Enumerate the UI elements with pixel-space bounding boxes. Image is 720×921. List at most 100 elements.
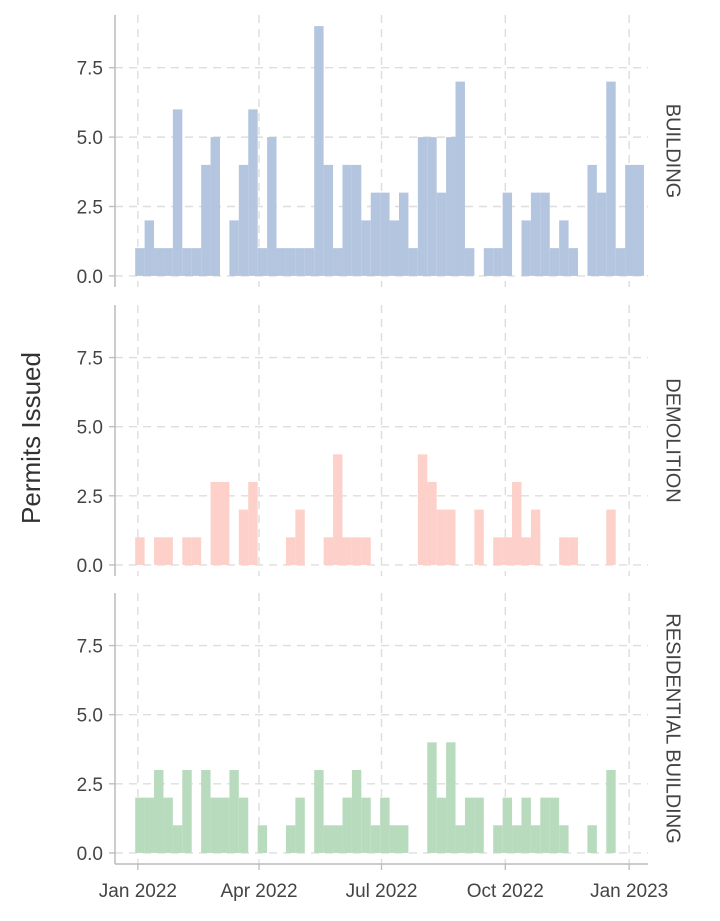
bar [210,797,220,853]
bar [342,164,352,276]
bar [361,797,371,853]
bar [464,797,475,853]
facet-demolition: 0.0 2.5 5.0 7.5 DEMOLITION [77,305,684,577]
bar [370,825,381,853]
bar [333,825,343,853]
bar [257,248,268,276]
bar [540,797,550,853]
y-tick-label: 7.5 [77,349,103,370]
bar [521,220,531,276]
bar [455,825,465,853]
facet-residential-building: 0.0 2.5 5.0 7.5 RESIDENTIAL BUILDING [77,593,684,865]
bar [219,797,230,853]
bar [427,481,437,565]
bar [191,248,202,276]
bar [295,797,305,853]
bar [201,164,211,276]
bar [615,248,626,276]
bar [144,797,155,853]
bar [295,509,305,565]
bar [304,248,315,276]
bar [276,248,286,276]
bar [163,248,173,276]
bar [436,192,447,276]
facet-strip-label: RESIDENTIAL BUILDING [662,613,684,843]
bar [333,454,343,565]
bar [587,164,597,276]
bar [483,248,494,276]
facet-strip-label: DEMOLITION [662,378,684,502]
bar [540,192,550,276]
bar [455,81,465,276]
bar [549,248,560,276]
x-tick-label: Jul 2022 [346,881,418,902]
bar [417,454,428,565]
x-tick-label: Apr 2022 [220,881,297,902]
bar [446,137,456,276]
bar [436,797,447,853]
bar [323,825,334,853]
bar [493,248,503,276]
bar [417,137,428,276]
bar [135,248,145,276]
bar [314,26,324,276]
bar [351,164,362,276]
bar [502,537,513,565]
y-tick-label: 0.0 [77,844,103,865]
bar [606,509,616,565]
bar [238,797,249,853]
bar [549,797,560,853]
bar [427,137,437,276]
facet-strip-label: BUILDING [662,104,684,198]
bar [474,797,484,853]
bar [606,769,616,853]
bar [314,769,324,853]
bar [172,109,183,276]
bar [380,192,390,276]
bar [248,109,258,276]
bar [182,537,192,565]
x-tick-label: Jan 2023 [590,881,668,902]
bar [559,825,569,853]
x-tick-label: Oct 2022 [467,881,544,902]
bar [530,825,541,853]
bar [210,481,220,565]
bar [521,537,531,565]
bar [210,137,220,276]
bar [201,769,211,853]
y-tick-label: 0.0 [77,267,103,288]
bar [267,137,277,276]
bar [229,769,239,853]
bar [154,769,164,853]
bar [285,825,296,853]
bar [398,192,409,276]
bar [163,797,173,853]
bar [380,797,390,853]
y-tick-label: 7.5 [77,59,103,80]
bar [229,220,239,276]
bar [502,192,513,276]
y-tick-label: 2.5 [77,775,103,796]
bar [135,537,145,565]
bar [154,537,164,565]
bar [182,769,192,853]
bar [285,537,296,565]
bar [559,537,569,565]
bar [342,797,352,853]
y-tick-label: 5.0 [77,706,103,727]
y-tick-label: 2.5 [77,198,103,219]
bar [172,825,183,853]
y-tick-label: 2.5 [77,487,103,508]
bar [333,248,343,276]
bar [446,742,456,853]
bar [361,537,371,565]
bar [323,164,334,276]
bar [474,509,484,565]
bar [502,797,513,853]
bar [408,248,418,276]
bar [163,537,173,565]
bar [446,509,456,565]
bar [238,509,249,565]
bar [191,537,202,565]
